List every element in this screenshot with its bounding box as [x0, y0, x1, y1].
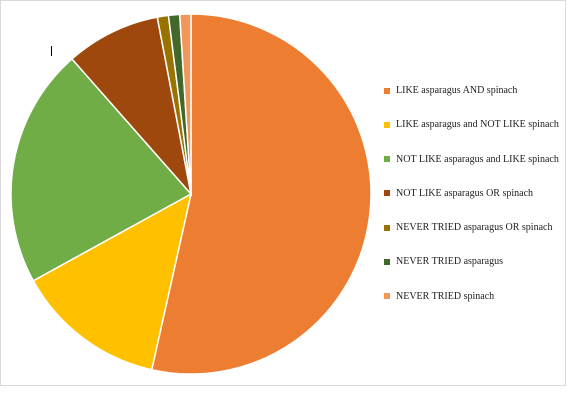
legend-item: NOT LIKE asparagus and LIKE spinach [384, 154, 564, 165]
legend-label: LIKE asparagus and NOT LIKE spinach [396, 119, 559, 131]
legend-label: NOT LIKE asparagus and LIKE spinach [396, 153, 559, 165]
text-cursor-mark [51, 46, 52, 56]
pie-slice-1 [32, 192, 193, 371]
pie-slice-0 [150, 13, 372, 375]
legend-label: NEVER TRIED spinach [396, 290, 495, 302]
bottom-strip [0, 386, 567, 400]
legend-label: NEVER TRIED asparagus OR spinach [396, 222, 553, 234]
chart-legend: LIKE asparagus AND spinach LIKE asparagus… [384, 85, 564, 325]
legend-label: LIKE asparagus AND spinach [396, 85, 518, 96]
legend-item: LIKE asparagus AND spinach [384, 85, 564, 96]
legend-swatch [384, 258, 390, 265]
legend-swatch [384, 224, 390, 231]
legend-item: LIKE asparagus and NOT LIKE spinach [384, 119, 564, 130]
pie-slice-6 [178, 13, 192, 195]
legend-item: NEVER TRIED asparagus [384, 256, 564, 267]
pie-slice-2 [10, 57, 193, 282]
legend-swatch [384, 293, 390, 300]
legend-swatch [384, 156, 390, 163]
pie-slice-3 [70, 16, 193, 197]
legend-swatch [384, 121, 390, 128]
legend-item: NOT LIKE asparagus OR spinach [384, 188, 564, 199]
legend-swatch [384, 190, 390, 197]
legend-item: NEVER TRIED asparagus OR spinach [384, 222, 564, 233]
legend-label: NOT LIKE asparagus OR spinach [396, 187, 534, 199]
legend-label: NEVER TRIED asparagus [396, 256, 504, 268]
legend-item: NEVER TRIED spinach [384, 291, 564, 302]
legend-swatch [384, 87, 390, 94]
